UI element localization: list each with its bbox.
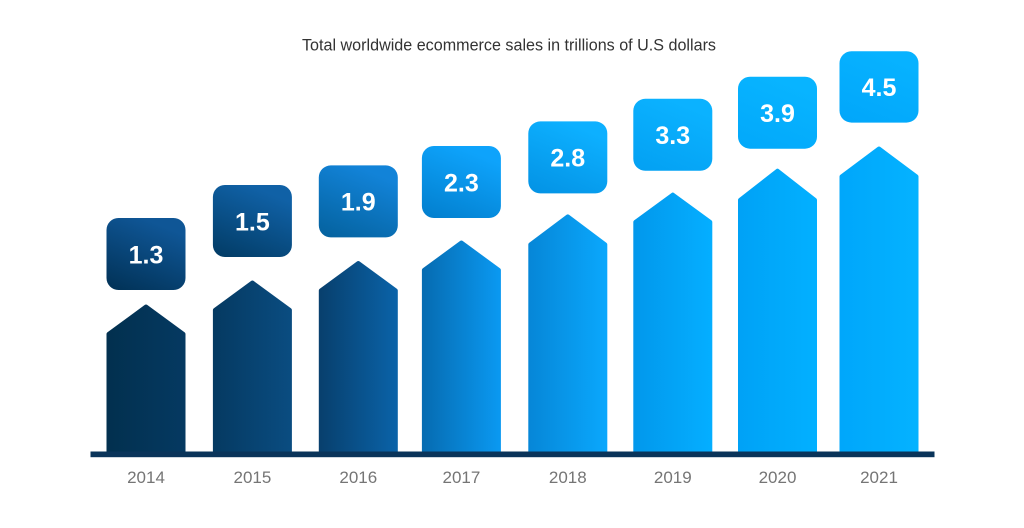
svg-text:2018: 2018 <box>549 468 587 487</box>
svg-text:1.5: 1.5 <box>235 208 270 236</box>
svg-text:2019: 2019 <box>654 468 692 487</box>
svg-text:3.9: 3.9 <box>760 100 795 128</box>
svg-text:2014: 2014 <box>127 468 165 487</box>
svg-text:1.3: 1.3 <box>129 241 164 269</box>
svg-text:4.5: 4.5 <box>862 74 897 102</box>
svg-text:2.8: 2.8 <box>550 145 585 173</box>
svg-text:2021: 2021 <box>860 468 898 487</box>
svg-text:2020: 2020 <box>759 468 797 487</box>
svg-text:1.9: 1.9 <box>341 189 376 217</box>
svg-text:2.3: 2.3 <box>444 169 479 197</box>
svg-text:Total worldwide ecommerce sale: Total worldwide ecommerce sales in trill… <box>302 36 716 55</box>
svg-text:3.3: 3.3 <box>655 122 690 150</box>
svg-text:2017: 2017 <box>442 468 480 487</box>
svg-text:2015: 2015 <box>233 468 271 487</box>
svg-text:2016: 2016 <box>339 468 377 487</box>
